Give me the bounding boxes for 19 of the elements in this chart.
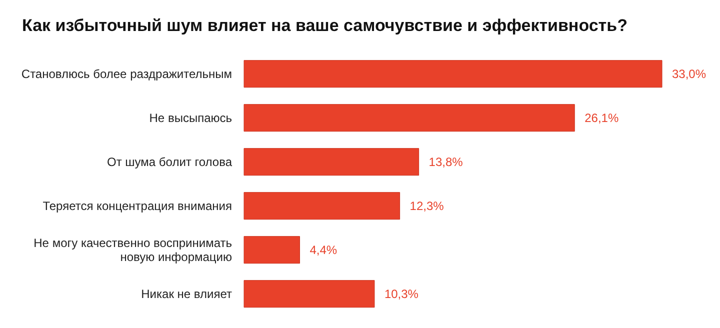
data-label: 33,0% xyxy=(672,67,706,82)
y-tick-label: Не могу качественно воспринимать новую информацию xyxy=(34,236,232,264)
data-label: 26,1% xyxy=(584,111,619,126)
data-label: 10,3% xyxy=(384,287,419,302)
bar xyxy=(244,148,420,176)
y-tick-label: Становлюсь более раздражительным xyxy=(21,67,232,81)
chart-title: Как избыточный шум влияет на ваше самочувствие и эффективность? xyxy=(21,15,628,37)
bar xyxy=(244,280,375,308)
data-label: 13,8% xyxy=(428,155,464,170)
bar xyxy=(244,60,662,88)
data-label: 12,3% xyxy=(410,199,444,214)
data-label: 4,4% xyxy=(310,243,338,258)
y-tick-label: Теряется концентрация внимания xyxy=(42,199,232,213)
y-tick-label: От шума болит голова xyxy=(107,155,232,169)
bar xyxy=(244,236,300,264)
y-tick-label: Не высыпаюсь xyxy=(149,111,232,125)
bar xyxy=(244,104,575,132)
y-tick-label: Никак не влияет xyxy=(141,287,232,301)
bar xyxy=(244,192,400,220)
